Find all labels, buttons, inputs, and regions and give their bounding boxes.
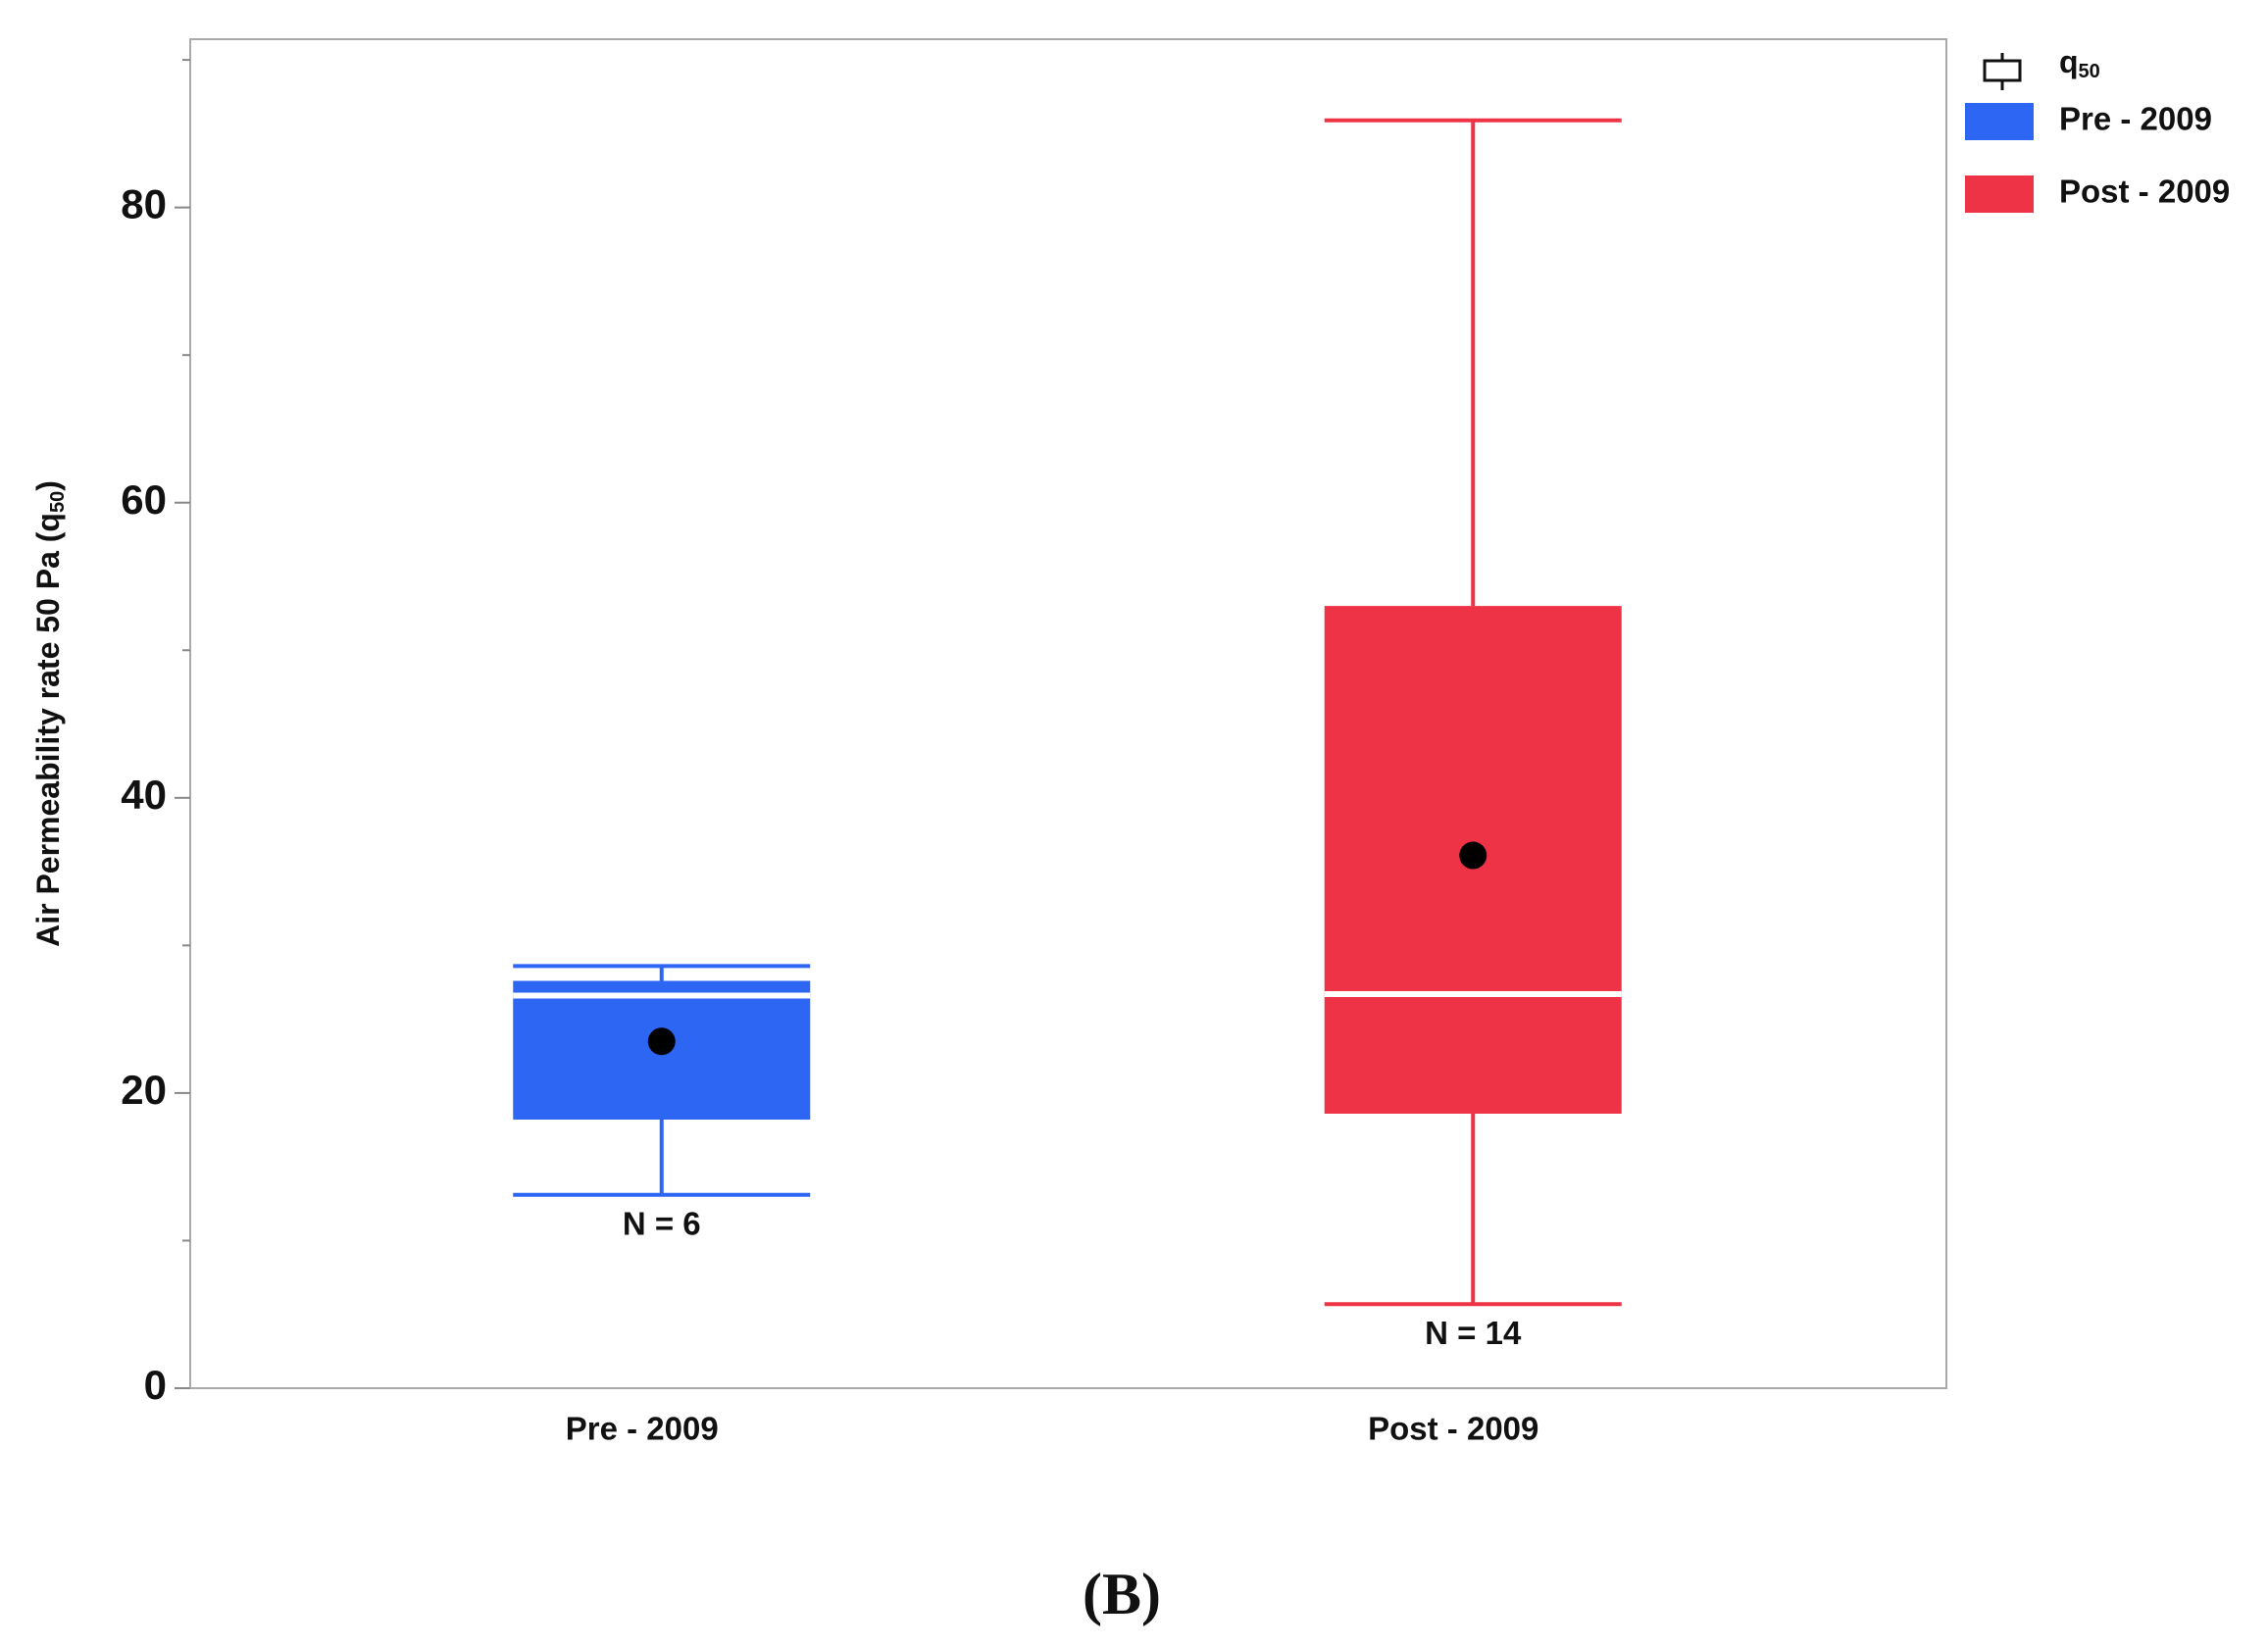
- n-label: N = 14: [1425, 1315, 1522, 1351]
- caption: (B): [1083, 1562, 1161, 1626]
- y-tick-label: 20: [121, 1067, 167, 1113]
- y-tick-label: 80: [121, 181, 167, 227]
- y-tick-label: 60: [121, 476, 167, 523]
- x-tick-label: Pre - 2009: [566, 1411, 719, 1447]
- legend-title-icon: [1983, 53, 2022, 90]
- legend-label: Post - 2009: [2059, 174, 2230, 210]
- y-tick-label: 40: [121, 772, 167, 818]
- plot-frame: [189, 38, 1947, 1389]
- legend-swatch: [1965, 175, 2034, 213]
- x-tick-label: Post - 2009: [1368, 1411, 1538, 1447]
- legend-label: Pre - 2009: [2059, 101, 2212, 137]
- mean-dot: [647, 1027, 676, 1056]
- y-axis-label: Air Permeability rate 50 Pa (q50): [30, 480, 69, 947]
- y-tick-label: 0: [144, 1362, 167, 1408]
- n-label: N = 6: [623, 1206, 701, 1242]
- legend-swatch: [1965, 103, 2034, 140]
- legend-title: q50: [2059, 44, 2100, 82]
- mean-dot: [1459, 841, 1487, 870]
